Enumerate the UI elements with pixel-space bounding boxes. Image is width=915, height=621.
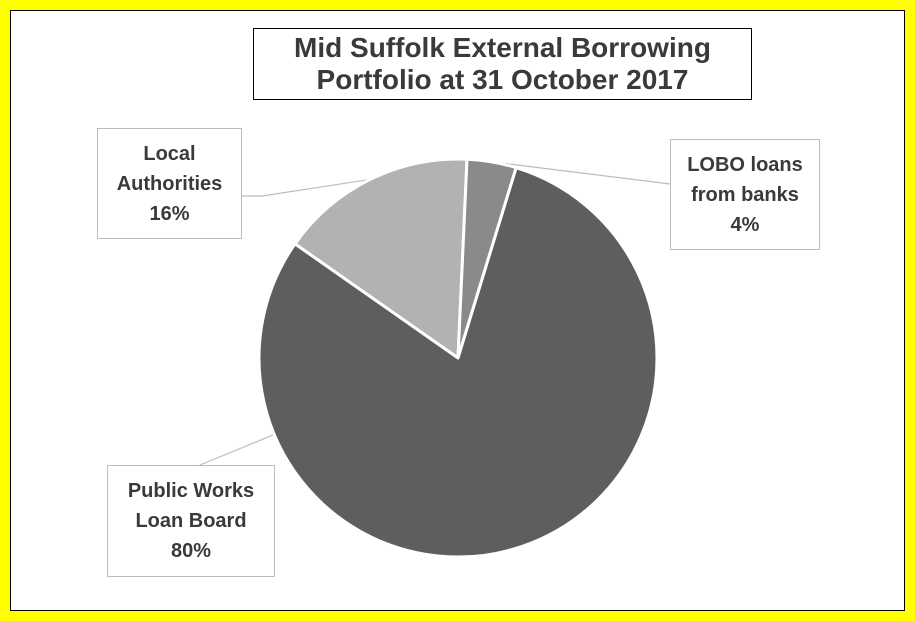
- label-local-authorities-pct: 16%: [149, 202, 190, 225]
- label-local-authorities: Local Authorities 16%: [97, 128, 242, 239]
- leader-line-local-authorities: [242, 178, 371, 197]
- pie-slice-public-works: [257, 166, 659, 559]
- chart-title: Mid Suffolk External Borrowing Portfolio…: [253, 28, 752, 100]
- label-public-works-pct: 80%: [170, 540, 212, 562]
- label-lobo-loans-pct: 4%: [730, 213, 760, 236]
- label-lobo-loans: LOBO loans from banks 4%: [670, 139, 820, 250]
- label-public-works-line-2: Loan Board: [135, 510, 247, 532]
- label-public-works-line-1: Public Works: [127, 480, 255, 502]
- leader-line-lobo-loans: [491, 161, 671, 185]
- chart-title-line-2: Portfolio at 31 October 2017: [316, 64, 689, 95]
- label-lobo-loans-line-1: LOBO loans: [687, 153, 803, 176]
- label-public-works: Public Works Loan Board 80%: [107, 465, 275, 577]
- pie-slice-local-authorities: [293, 157, 469, 360]
- leader-line-public-works: [199, 433, 275, 466]
- chart-title-line-1: Mid Suffolk External Borrowing: [294, 32, 711, 63]
- label-local-authorities-line-1: Local: [143, 142, 196, 165]
- label-local-authorities-line-2: Authorities: [116, 172, 223, 195]
- label-lobo-loans-line-2: from banks: [691, 183, 799, 206]
